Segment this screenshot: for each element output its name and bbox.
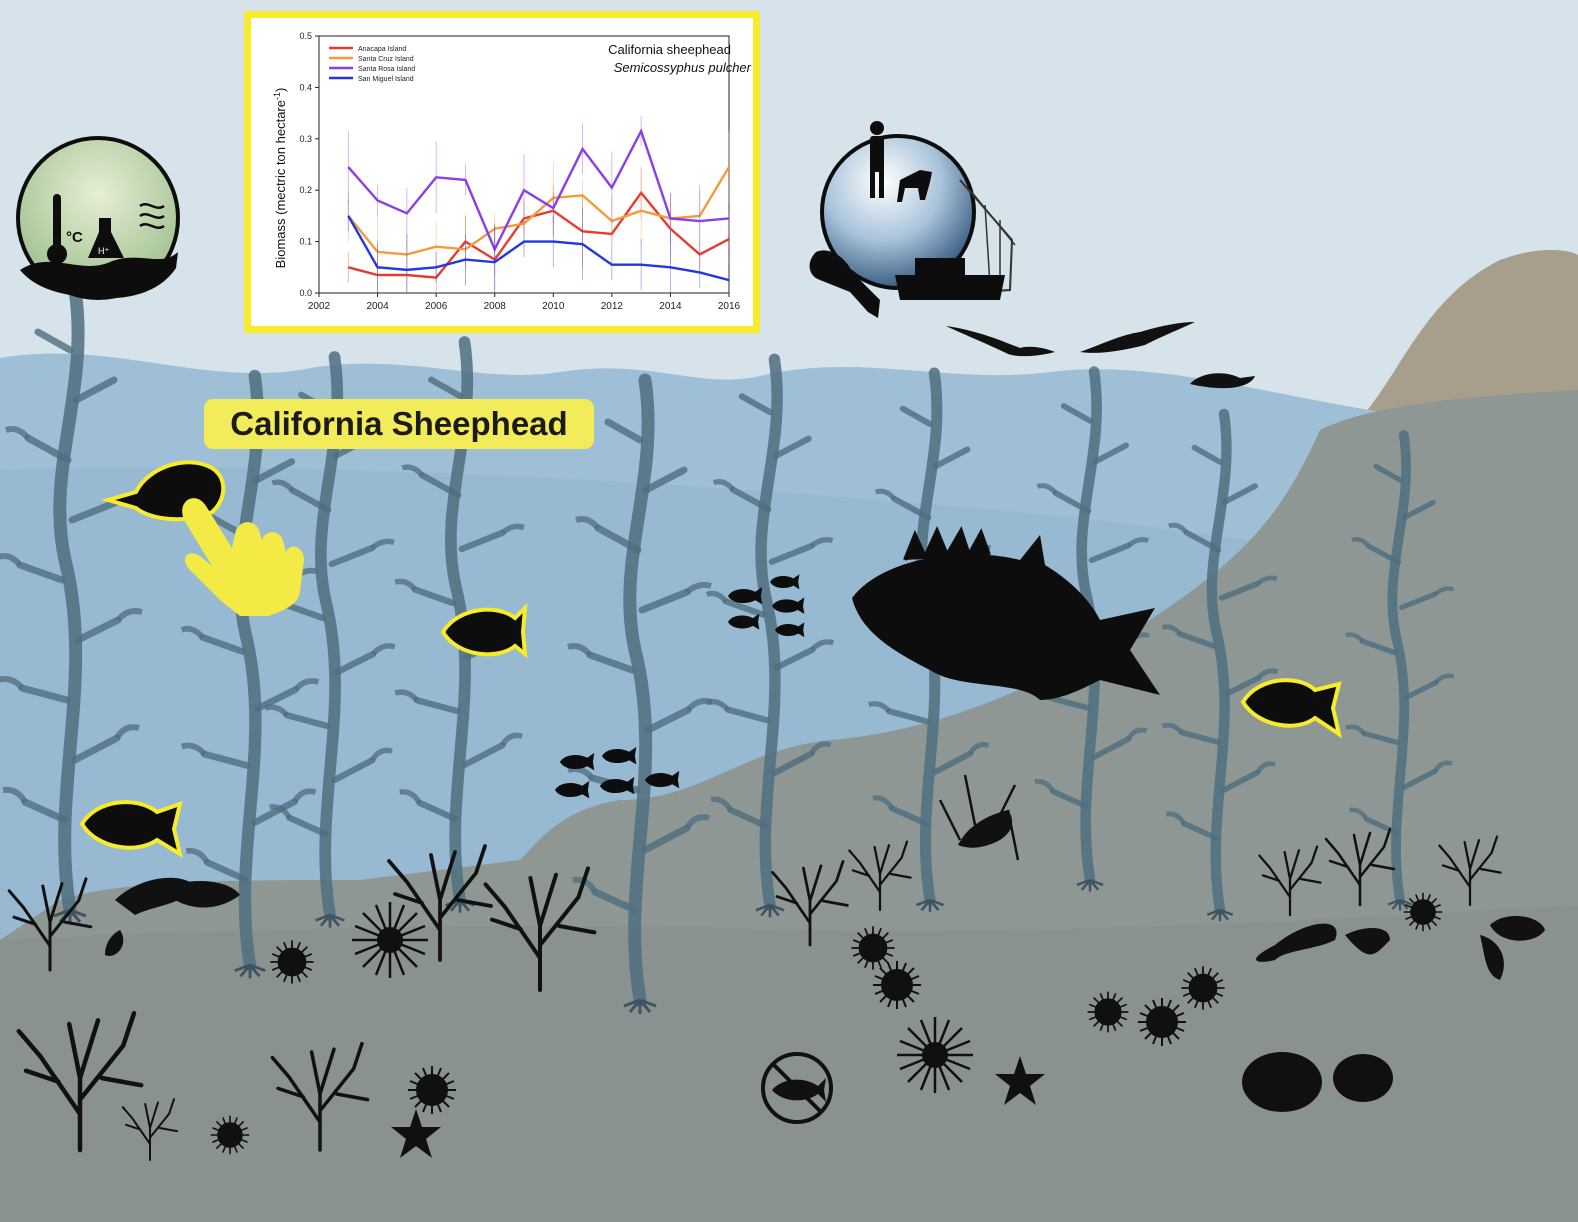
chart-x-tick-label: 2014 [659,301,682,312]
chart-y-tick-label: 0.0 [299,288,312,298]
chart-y-axis-label-superscript: -1 [272,92,282,100]
chart-y-axis-label-main: Biomass (mectric ton hectare [273,100,288,268]
chart-legend-label: San Miguel Island [358,76,414,83]
biomass-chart-panel: 0.0 0.1 0.2 0.3 0.4 0.5 2002 2004 2006 2008 2010 20… [244,11,760,333]
species-label[interactable]: California Sheephead [204,399,594,449]
chart-series-line [347,215,730,282]
chart-subtitle: Semicossyphus pulcher [614,60,752,75]
chart-y-tick-label: 0.3 [299,134,312,144]
human-observer-globe-icon [809,121,1016,318]
chart-x-tick-label: 2010 [542,301,565,312]
chart-legend: Anacapa Island Santa Cruz Island Santa Ros… [329,46,415,83]
chart-legend-label: Santa Cruz Island [358,56,414,63]
chart-x-tick-label: 2016 [718,301,741,312]
chart-x-tick-label: 2006 [425,301,448,312]
chart-title: California sheephead [608,42,731,57]
chart-series-line [347,190,730,279]
lobster-icon [938,774,1020,861]
chart-legend-label: Anacapa Island [358,46,406,53]
chart-x-tick-label: 2004 [366,301,389,312]
chart-y-axis-label: Biomass (mectric ton hectare-1) [272,88,288,269]
chart-plot-frame [318,35,730,294]
chart-y-tick-label: 0.2 [299,185,312,195]
chart-y-tick-label: 0.5 [299,31,312,41]
chart-y-tick-label: 0.1 [299,237,312,247]
bird-icon [946,322,1255,389]
abalone-icon [105,877,1545,1112]
chart-axes: 0.0 0.1 0.2 0.3 0.4 0.5 2002 2004 2006 2008 2010 20… [299,31,740,312]
chart-series [347,115,731,293]
chart-series-line [347,128,730,253]
flask-label: H⁺ [98,246,109,256]
biomass-line-chart: 0.0 0.1 0.2 0.3 0.4 0.5 2002 2004 2006 2008 2010 20… [272,31,752,312]
ocean-conditions-icon: °C H⁺ [16,136,180,300]
chart-x-tick-label: 2008 [484,301,507,312]
chart-series-line [347,166,731,256]
chart-y-tick-label: 0.4 [299,82,312,92]
giant-seabass-icon [852,526,1160,700]
hand-pointer-icon [182,498,304,616]
chart-y-axis-label-close: ) [273,88,288,92]
temperature-unit-label: °C [66,229,83,246]
chart-x-tick-label: 2012 [601,301,624,312]
seafloor [0,905,1578,1222]
chart-legend-label: Santa Rosa Island [358,66,415,73]
chart-x-tick-label: 2002 [308,301,331,312]
no-fishing-icon [761,1052,833,1124]
